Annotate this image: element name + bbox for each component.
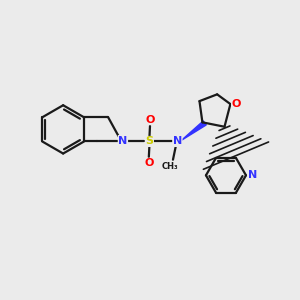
Text: N: N — [248, 170, 257, 180]
Text: O: O — [232, 99, 241, 109]
Text: N: N — [173, 136, 182, 146]
Text: CH₃: CH₃ — [162, 162, 178, 171]
Text: O: O — [145, 115, 155, 125]
Text: O: O — [144, 158, 154, 168]
Text: N: N — [118, 136, 128, 146]
Text: S: S — [146, 136, 153, 146]
Polygon shape — [182, 121, 206, 140]
